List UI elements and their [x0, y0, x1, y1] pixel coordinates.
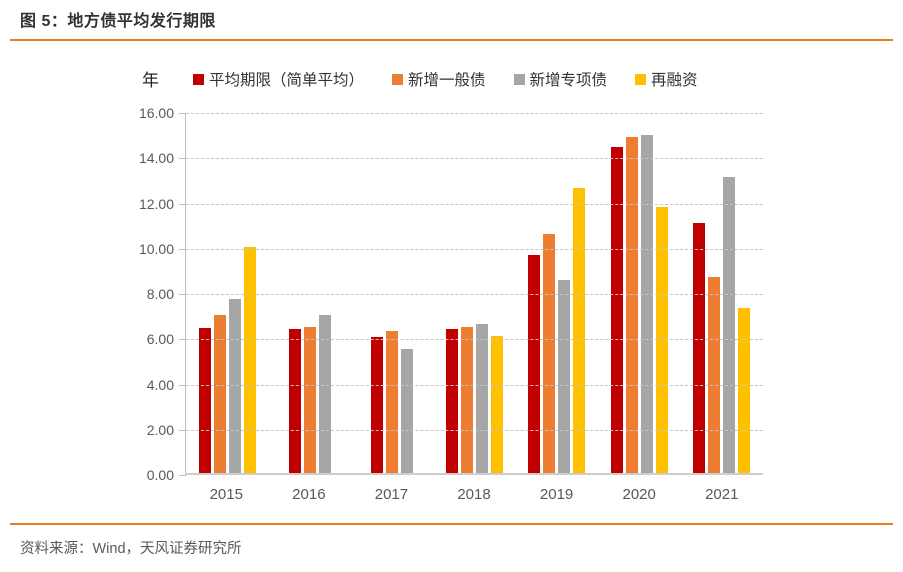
bar [460, 327, 473, 473]
bar-group-2017 [351, 113, 433, 473]
bar [723, 176, 736, 473]
gridline [186, 158, 763, 159]
bar [386, 330, 399, 473]
y-axis-tick [179, 204, 186, 205]
legend-marker-icon [513, 73, 525, 85]
legend-label: 平均期限（简单平均） [209, 72, 365, 89]
y-tick-label: 12.00 [138, 196, 174, 212]
legend-label: 再融资 [651, 72, 698, 89]
bar-groups [186, 113, 763, 473]
gridline [186, 113, 763, 114]
bar [693, 223, 706, 473]
bar [625, 137, 638, 473]
footer-divider-line [10, 523, 893, 525]
bar [610, 147, 623, 473]
x-tick-label: 2020 [622, 486, 656, 503]
bar [573, 187, 586, 473]
legend-marker-icon [635, 73, 647, 85]
y-tick-label: 6.00 [146, 331, 174, 347]
y-tick-label: 14.00 [138, 150, 174, 166]
legend-label: 新增专项债 [529, 72, 608, 89]
y-axis-tick [179, 430, 186, 431]
source-note: 资料来源：Wind，天风证券研究所 [20, 541, 242, 557]
x-tick-label: 2018 [457, 486, 491, 503]
legend-marker-icon [193, 73, 204, 85]
legend-item-3: 再融资 [635, 68, 698, 90]
bar [490, 336, 503, 473]
x-tick-label: 2016 [292, 486, 326, 503]
bar-group-2015 [186, 113, 268, 473]
legend-item-0: 平均期限（简单平均） [193, 68, 364, 90]
y-axis-tick [179, 294, 186, 295]
bar [243, 246, 256, 473]
bar-group-2019 [516, 113, 598, 473]
bar [303, 327, 316, 473]
gridline [186, 249, 763, 250]
title-divider-line [10, 39, 893, 41]
y-axis-tick [179, 249, 186, 250]
x-tick-label: 2017 [374, 486, 409, 503]
bar [401, 348, 414, 473]
bar-group-2016 [268, 113, 350, 473]
x-tick-label: 2019 [539, 486, 574, 503]
bar-group-2018 [433, 113, 515, 473]
bar [558, 279, 571, 473]
y-axis-tick [179, 385, 186, 386]
gridline [186, 385, 763, 386]
y-axis-tick [179, 339, 186, 340]
bar [708, 277, 721, 473]
y-axis-tick [179, 475, 186, 476]
gridline [186, 294, 763, 295]
bar [640, 134, 653, 473]
bar [371, 337, 384, 473]
y-tick-label: 2.00 [146, 422, 174, 438]
bar [543, 234, 556, 473]
bar [288, 329, 301, 473]
y-axis-tick [179, 113, 186, 114]
bar [318, 314, 331, 473]
gridline [186, 339, 763, 340]
x-axis-labels: 2015 2016 2017 2018 2019 2020 2021 [185, 486, 763, 503]
gridline [186, 204, 763, 205]
bar-group-2020 [598, 113, 680, 473]
x-tick-label: 2021 [705, 486, 739, 503]
x-tick-label: 2015 [209, 486, 243, 503]
legend-marker-icon [392, 73, 404, 85]
figure-title: 图 5：地方债平均发行期限 [20, 13, 216, 30]
bar [213, 314, 226, 473]
bar [738, 307, 751, 473]
y-tick-label: 0.00 [146, 467, 174, 483]
chart-legend: 平均期限（简单平均） 新增一般债 新增专项债 再融资 [193, 68, 698, 90]
y-axis-tick [179, 158, 186, 159]
bar [655, 207, 668, 473]
y-tick-label: 8.00 [146, 286, 174, 302]
legend-item-1: 新增一般债 [392, 68, 486, 90]
bar-group-2021 [681, 113, 763, 473]
y-tick-label: 10.00 [138, 241, 174, 257]
legend-label: 新增一般债 [408, 72, 486, 89]
gridline [186, 430, 763, 431]
bar [528, 254, 541, 473]
bar [475, 323, 488, 473]
y-axis-unit-label: 年 [142, 71, 159, 90]
bar [198, 328, 211, 473]
bar [445, 329, 458, 473]
legend-item-2: 新增专项债 [513, 68, 608, 90]
plot-area [179, 113, 763, 476]
y-tick-label: 16.00 [138, 105, 174, 121]
y-tick-label: 4.00 [146, 377, 174, 393]
